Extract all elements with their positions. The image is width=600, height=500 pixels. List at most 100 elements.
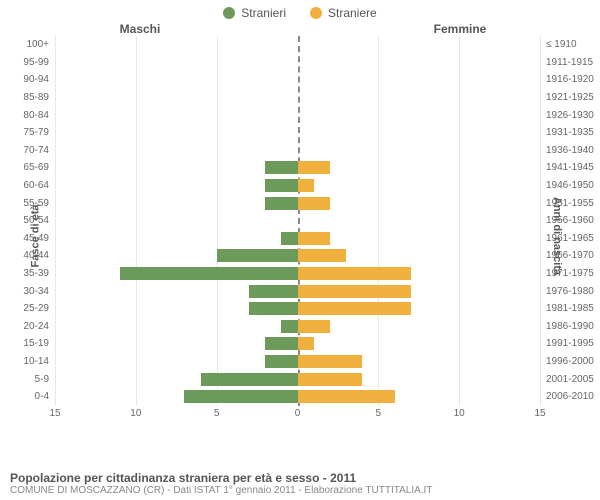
bar-male bbox=[281, 232, 297, 245]
age-label: 30-34 bbox=[23, 286, 55, 297]
age-row: 45-491961-1965 bbox=[55, 230, 540, 248]
age-label: 60-64 bbox=[23, 180, 55, 191]
age-row: 85-891921-1925 bbox=[55, 89, 540, 107]
bar-female bbox=[298, 355, 363, 368]
x-axis: 15105051015 bbox=[55, 408, 540, 424]
chart: Fasce di età Anni di nascita 100+≤ 19109… bbox=[0, 36, 600, 436]
age-row: 90-941916-1920 bbox=[55, 71, 540, 89]
age-label: 95-99 bbox=[23, 57, 55, 68]
legend-item: Stranieri bbox=[223, 6, 286, 20]
bar-female bbox=[298, 337, 314, 350]
bar-female bbox=[298, 232, 330, 245]
bar-female bbox=[298, 161, 330, 174]
legend-swatch bbox=[223, 7, 235, 19]
age-label: 15-19 bbox=[23, 338, 55, 349]
birth-year-label: 1976-1980 bbox=[540, 286, 594, 297]
birth-year-label: 1911-1915 bbox=[540, 57, 593, 68]
age-row: 95-991911-1915 bbox=[55, 54, 540, 72]
bar-male bbox=[265, 355, 297, 368]
birth-year-label: 2006-2010 bbox=[540, 391, 594, 402]
chart-title: Popolazione per cittadinanza straniera p… bbox=[10, 471, 590, 485]
x-tick-label: 5 bbox=[214, 408, 220, 419]
bar-male bbox=[120, 267, 298, 280]
bar-male bbox=[281, 320, 297, 333]
age-label: 70-74 bbox=[23, 145, 55, 156]
birth-year-label: 1941-1945 bbox=[540, 162, 594, 173]
age-label: 100+ bbox=[26, 39, 55, 50]
birth-year-label: 1986-1990 bbox=[540, 321, 594, 332]
age-row: 50-541956-1960 bbox=[55, 212, 540, 230]
chart-footer: Popolazione per cittadinanza straniera p… bbox=[10, 471, 590, 496]
x-tick-label: 5 bbox=[376, 408, 382, 419]
age-label: 75-79 bbox=[23, 127, 55, 138]
bar-male bbox=[265, 197, 297, 210]
column-headers: Maschi Femmine bbox=[0, 22, 600, 36]
age-row: 30-341976-1980 bbox=[55, 282, 540, 300]
birth-year-label: 1916-1920 bbox=[540, 74, 594, 85]
age-label: 45-49 bbox=[23, 233, 55, 244]
birth-year-label: 1946-1950 bbox=[540, 180, 594, 191]
bar-female bbox=[298, 197, 330, 210]
age-row: 15-191991-1995 bbox=[55, 335, 540, 353]
age-label: 0-4 bbox=[35, 391, 55, 402]
legend-item: Straniere bbox=[310, 6, 377, 20]
age-row: 20-241986-1990 bbox=[55, 318, 540, 336]
age-row: 0-42006-2010 bbox=[55, 388, 540, 406]
bar-female bbox=[298, 302, 411, 315]
age-row: 75-791931-1935 bbox=[55, 124, 540, 142]
x-tick-label: 10 bbox=[130, 408, 141, 419]
plot-area: 100+≤ 191095-991911-191590-941916-192085… bbox=[55, 36, 540, 406]
header-female: Femmine bbox=[300, 22, 600, 36]
legend-swatch bbox=[310, 7, 322, 19]
age-label: 35-39 bbox=[23, 268, 55, 279]
bar-female bbox=[298, 285, 411, 298]
bar-female bbox=[298, 320, 330, 333]
age-label: 40-44 bbox=[23, 250, 55, 261]
birth-year-label: 1936-1940 bbox=[540, 145, 594, 156]
birth-year-label: 1931-1935 bbox=[540, 127, 594, 138]
age-label: 50-54 bbox=[23, 215, 55, 226]
x-tick-label: 0 bbox=[295, 408, 301, 419]
age-label: 90-94 bbox=[23, 74, 55, 85]
x-tick-label: 15 bbox=[49, 408, 60, 419]
bar-female bbox=[298, 373, 363, 386]
birth-year-label: 1961-1965 bbox=[540, 233, 594, 244]
age-label: 65-69 bbox=[23, 162, 55, 173]
age-label: 20-24 bbox=[23, 321, 55, 332]
birth-year-label: 1981-1985 bbox=[540, 303, 594, 314]
bar-male bbox=[265, 337, 297, 350]
age-row: 80-841926-1930 bbox=[55, 106, 540, 124]
birth-year-label: 1971-1975 bbox=[540, 268, 594, 279]
age-label: 25-29 bbox=[23, 303, 55, 314]
bar-male bbox=[201, 373, 298, 386]
age-row: 70-741936-1940 bbox=[55, 142, 540, 160]
birth-year-label: 1921-1925 bbox=[540, 92, 594, 103]
birth-year-label: 1926-1930 bbox=[540, 110, 594, 121]
birth-year-label: 1951-1955 bbox=[540, 198, 594, 209]
age-row: 35-391971-1975 bbox=[55, 265, 540, 283]
age-label: 5-9 bbox=[35, 374, 55, 385]
age-row: 60-641946-1950 bbox=[55, 177, 540, 195]
bar-male bbox=[217, 249, 298, 262]
bar-female bbox=[298, 390, 395, 403]
age-row: 25-291981-1985 bbox=[55, 300, 540, 318]
age-row: 65-691941-1945 bbox=[55, 159, 540, 177]
age-label: 55-59 bbox=[23, 198, 55, 209]
bar-male bbox=[265, 179, 297, 192]
legend-label: Stranieri bbox=[241, 6, 286, 20]
age-row: 100+≤ 1910 bbox=[55, 36, 540, 54]
bar-male bbox=[184, 390, 297, 403]
birth-year-label: ≤ 1910 bbox=[540, 39, 577, 50]
bar-female bbox=[298, 267, 411, 280]
x-tick-label: 10 bbox=[454, 408, 465, 419]
age-row: 10-141996-2000 bbox=[55, 353, 540, 371]
bar-male bbox=[249, 285, 298, 298]
age-row: 55-591951-1955 bbox=[55, 194, 540, 212]
bar-female bbox=[298, 249, 347, 262]
bar-male bbox=[265, 161, 297, 174]
birth-year-label: 1996-2000 bbox=[540, 356, 594, 367]
age-row: 40-441966-1970 bbox=[55, 247, 540, 265]
age-label: 85-89 bbox=[23, 92, 55, 103]
chart-subtitle: COMUNE DI MOSCAZZANO (CR) - Dati ISTAT 1… bbox=[10, 485, 590, 496]
bar-male bbox=[249, 302, 298, 315]
